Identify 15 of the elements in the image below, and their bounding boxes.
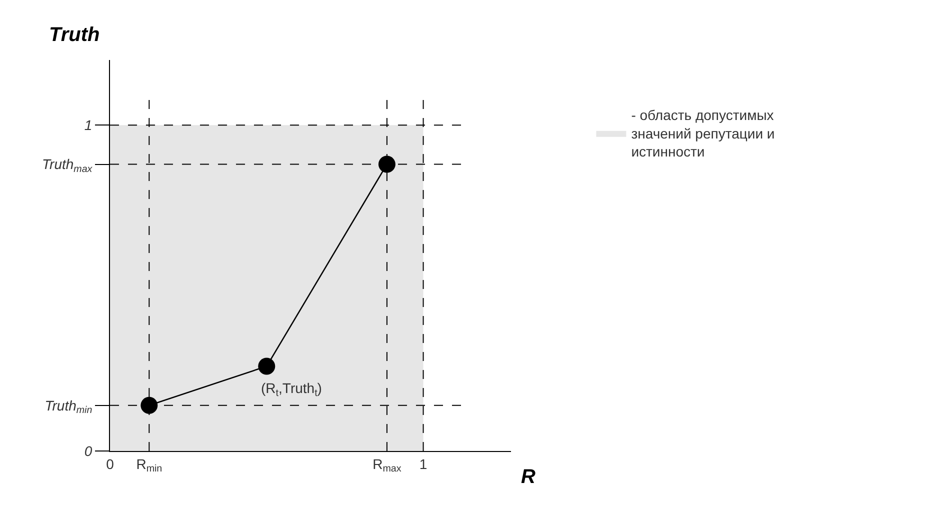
x-axis-title: R bbox=[521, 466, 536, 488]
annotation: (R$_{t}$,Truth$_{t}$) bbox=[261, 380, 322, 399]
point bbox=[258, 358, 276, 375]
x-tick-label: 0 bbox=[106, 456, 114, 472]
x-tick-label: R$_{min}$ bbox=[136, 456, 162, 475]
y-tick-label: Truth$_{min}$ bbox=[44, 397, 92, 416]
y-tick-label: 1 bbox=[84, 117, 92, 134]
point bbox=[140, 396, 158, 414]
legend-label: - область допустимых значений репутации и истинности bbox=[631, 107, 775, 160]
point bbox=[378, 156, 396, 173]
x-tick-label: R$_{max}$ bbox=[372, 456, 402, 475]
x-tick-label: 1 bbox=[419, 456, 428, 472]
y-tick-label: Truth$_{max}$ bbox=[42, 156, 94, 176]
y-axis-title: Truth bbox=[49, 24, 100, 46]
y-tick-label: 0 bbox=[84, 442, 92, 459]
